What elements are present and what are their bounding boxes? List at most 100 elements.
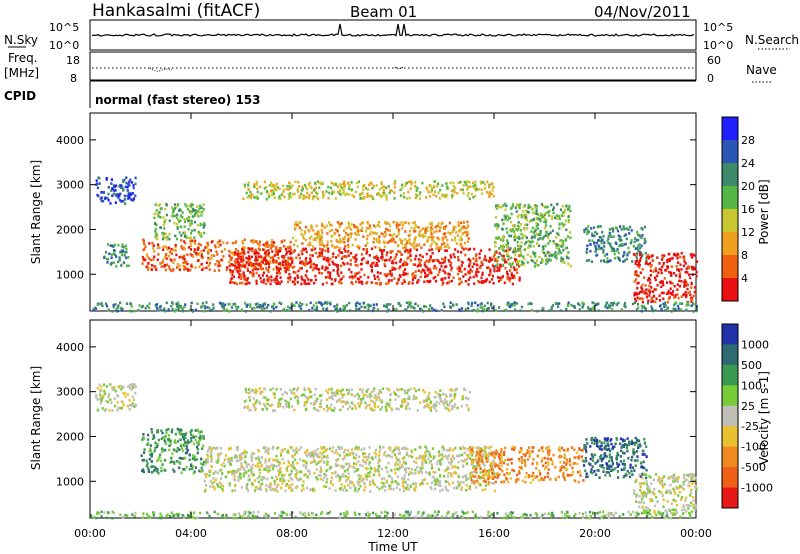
velocity-cell (467, 448, 470, 451)
power-cell (294, 180, 297, 183)
power-cell (359, 228, 362, 232)
power-cell (451, 194, 454, 197)
velocity-cell (487, 456, 490, 459)
power-cell (513, 232, 516, 236)
power-cell (662, 297, 665, 301)
velocity-cell (352, 456, 355, 459)
velocity-cell (455, 454, 459, 458)
power-cell (133, 309, 136, 313)
power-cell (216, 253, 219, 256)
velocity-cell (452, 456, 455, 459)
power-cell (589, 242, 592, 246)
power-cell (634, 273, 637, 276)
velocity-cell (460, 459, 464, 463)
velocity-cell (256, 462, 259, 465)
power-cell (162, 258, 165, 262)
power-cell (300, 282, 303, 286)
power-cell (170, 206, 174, 209)
power-cell (375, 303, 378, 306)
power-cell (312, 195, 315, 199)
velocity-cell (402, 486, 405, 489)
power-cell (638, 259, 641, 263)
power-cell (305, 303, 308, 307)
power-cell (270, 275, 273, 278)
power-cell (516, 263, 520, 266)
velocity-cell (198, 469, 201, 473)
power-cell (111, 194, 114, 198)
velocity-cell (449, 448, 452, 452)
power-cell (443, 265, 447, 269)
velocity-cell (295, 450, 298, 454)
power-cell (187, 217, 190, 220)
power-cell (669, 287, 672, 290)
power-cell (96, 186, 99, 190)
power-cell (129, 302, 133, 306)
power-cell (565, 204, 568, 208)
power-cell (387, 281, 390, 285)
power-cell (265, 190, 269, 193)
velocity-cell (100, 385, 103, 389)
velocity-cell (298, 470, 301, 474)
power-cell (628, 232, 631, 235)
velocity-cell (306, 454, 309, 458)
power-cell (298, 257, 301, 260)
power-cell (312, 267, 315, 270)
power-cell (280, 280, 283, 283)
velocity-cell (156, 459, 159, 463)
velocity-cell (351, 451, 354, 455)
power-cell (661, 265, 664, 269)
power-cell (279, 276, 282, 279)
power-cell (533, 236, 536, 239)
power-cell (354, 225, 357, 229)
velocity-cell (151, 437, 155, 440)
power-cell (508, 228, 512, 231)
velocity-cell (103, 389, 106, 393)
velocity-cell (363, 452, 366, 455)
power-cell (272, 192, 275, 196)
power-cell (501, 246, 504, 250)
power-cell (530, 309, 534, 312)
power-cell (163, 265, 166, 268)
power-cell (356, 264, 359, 267)
power-cell (435, 247, 438, 250)
velocity-cell (485, 446, 488, 449)
power-cell (314, 232, 317, 236)
power-cell (252, 267, 255, 271)
power-cell (602, 248, 605, 252)
power-cell (120, 250, 124, 253)
nsky-panel: N.Sky 10^5 10^0 10^5 10^0 N.Search (4, 19, 799, 52)
velocity-cell (313, 471, 316, 475)
power-cell (664, 309, 667, 312)
power-cell (398, 267, 401, 270)
velocity-cell (368, 474, 371, 478)
velocity-cell (362, 477, 365, 481)
velocity-cell (437, 483, 440, 487)
velocity-cell (231, 471, 234, 475)
power-cell (459, 188, 462, 191)
power-cell (404, 261, 407, 265)
power-cell (420, 258, 423, 262)
power-cell (167, 246, 170, 250)
power-cell (234, 262, 237, 265)
power-cell (433, 308, 436, 312)
power-cell (690, 300, 693, 303)
power-cell (428, 279, 431, 283)
velocity-cell (316, 447, 319, 451)
power-cell (318, 247, 322, 251)
power-cell (448, 260, 451, 263)
velocity-cell (454, 465, 457, 469)
power-cell (555, 236, 558, 239)
power-cell (520, 241, 523, 244)
power-cell (457, 221, 460, 224)
power-cell (381, 252, 384, 256)
power-cell (382, 249, 386, 252)
velocity-cell (371, 457, 374, 461)
velocity-cell (467, 454, 470, 457)
power-cell (437, 191, 440, 195)
velocity-cell (175, 460, 178, 463)
velocity-cell (408, 473, 411, 476)
power-cell (424, 271, 427, 275)
power-cell (380, 195, 383, 198)
velocity-cell (206, 450, 209, 453)
power-cell (544, 234, 547, 237)
